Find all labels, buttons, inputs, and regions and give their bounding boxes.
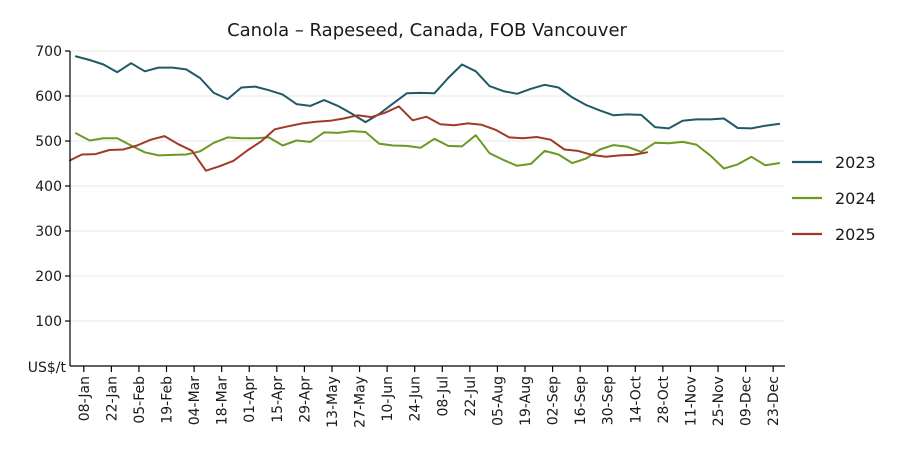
x-tick-label: 09-Dec: [739, 376, 755, 426]
axes: [69, 51, 785, 367]
x-tick-label: 18-Mar: [215, 376, 231, 426]
x-tick-label: 02-Sep: [546, 376, 562, 425]
legend-label-2025: 2025: [835, 225, 876, 244]
x-tick-label: 11-Nov: [683, 376, 699, 426]
x-tick-label: 01-Apr: [242, 376, 258, 423]
y-tick-label: 600: [35, 89, 62, 105]
series-line-2023: [74, 55, 781, 130]
x-tick-label: 22-Jul: [463, 376, 479, 417]
legend-label-2023: 2023: [835, 153, 876, 172]
x-tick-label: 22-Jan: [104, 376, 120, 421]
y-tick-label: 500: [35, 134, 62, 150]
x-axis-ticks: 08-Jan 22-Jan 05-Feb 19-Feb 04-Mar 18-Mar 01-A…: [77, 366, 782, 428]
x-tick-label: 25-Nov: [711, 376, 727, 426]
x-tick-label: 14-Oct: [628, 375, 644, 423]
x-tick-label: 10-Jun: [380, 376, 396, 422]
x-tick-label: 05-Aug: [490, 376, 506, 426]
y-tick-label: 200: [35, 269, 62, 285]
grid-lines: [70, 50, 785, 322]
series-line-2024: [74, 130, 781, 170]
legend-label-2024: 2024: [835, 189, 876, 208]
x-tick-label: 08-Jan: [77, 376, 93, 421]
legend: 2023 2024 2025: [792, 153, 876, 244]
x-tick-label: 15-Apr: [270, 376, 286, 423]
x-tick-label: 05-Feb: [132, 376, 148, 424]
x-tick-label: 08-Jul: [435, 376, 451, 417]
y-tick-label: 400: [35, 179, 62, 195]
x-tick-label: 16-Sep: [573, 376, 589, 425]
series-line-2025: [69, 105, 649, 172]
y-axis-ticks: 100 200 300 400 500 600 700: [35, 44, 70, 330]
x-tick-label: 23-Dec: [766, 376, 782, 426]
x-tick-label: 28-Oct: [656, 375, 672, 423]
y-tick-label: 700: [35, 44, 62, 60]
x-tick-label: 19-Aug: [518, 376, 534, 426]
x-tick-label: 29-Apr: [297, 376, 313, 423]
x-tick-label: 27-May: [353, 376, 369, 428]
series-lines: [69, 55, 781, 172]
x-tick-label: 30-Sep: [601, 376, 617, 425]
x-tick-label: 19-Feb: [160, 376, 176, 424]
x-tick-label: 04-Mar: [187, 376, 203, 426]
y-axis-unit-label: US$/t: [28, 360, 67, 376]
x-tick-label: 24-Jun: [408, 376, 424, 422]
chart-title: Canola – Rapeseed, Canada, FOB Vancouver: [227, 20, 627, 41]
y-tick-label: 100: [35, 314, 62, 330]
y-tick-label: 300: [35, 224, 62, 240]
x-tick-label: 13-May: [325, 376, 341, 428]
